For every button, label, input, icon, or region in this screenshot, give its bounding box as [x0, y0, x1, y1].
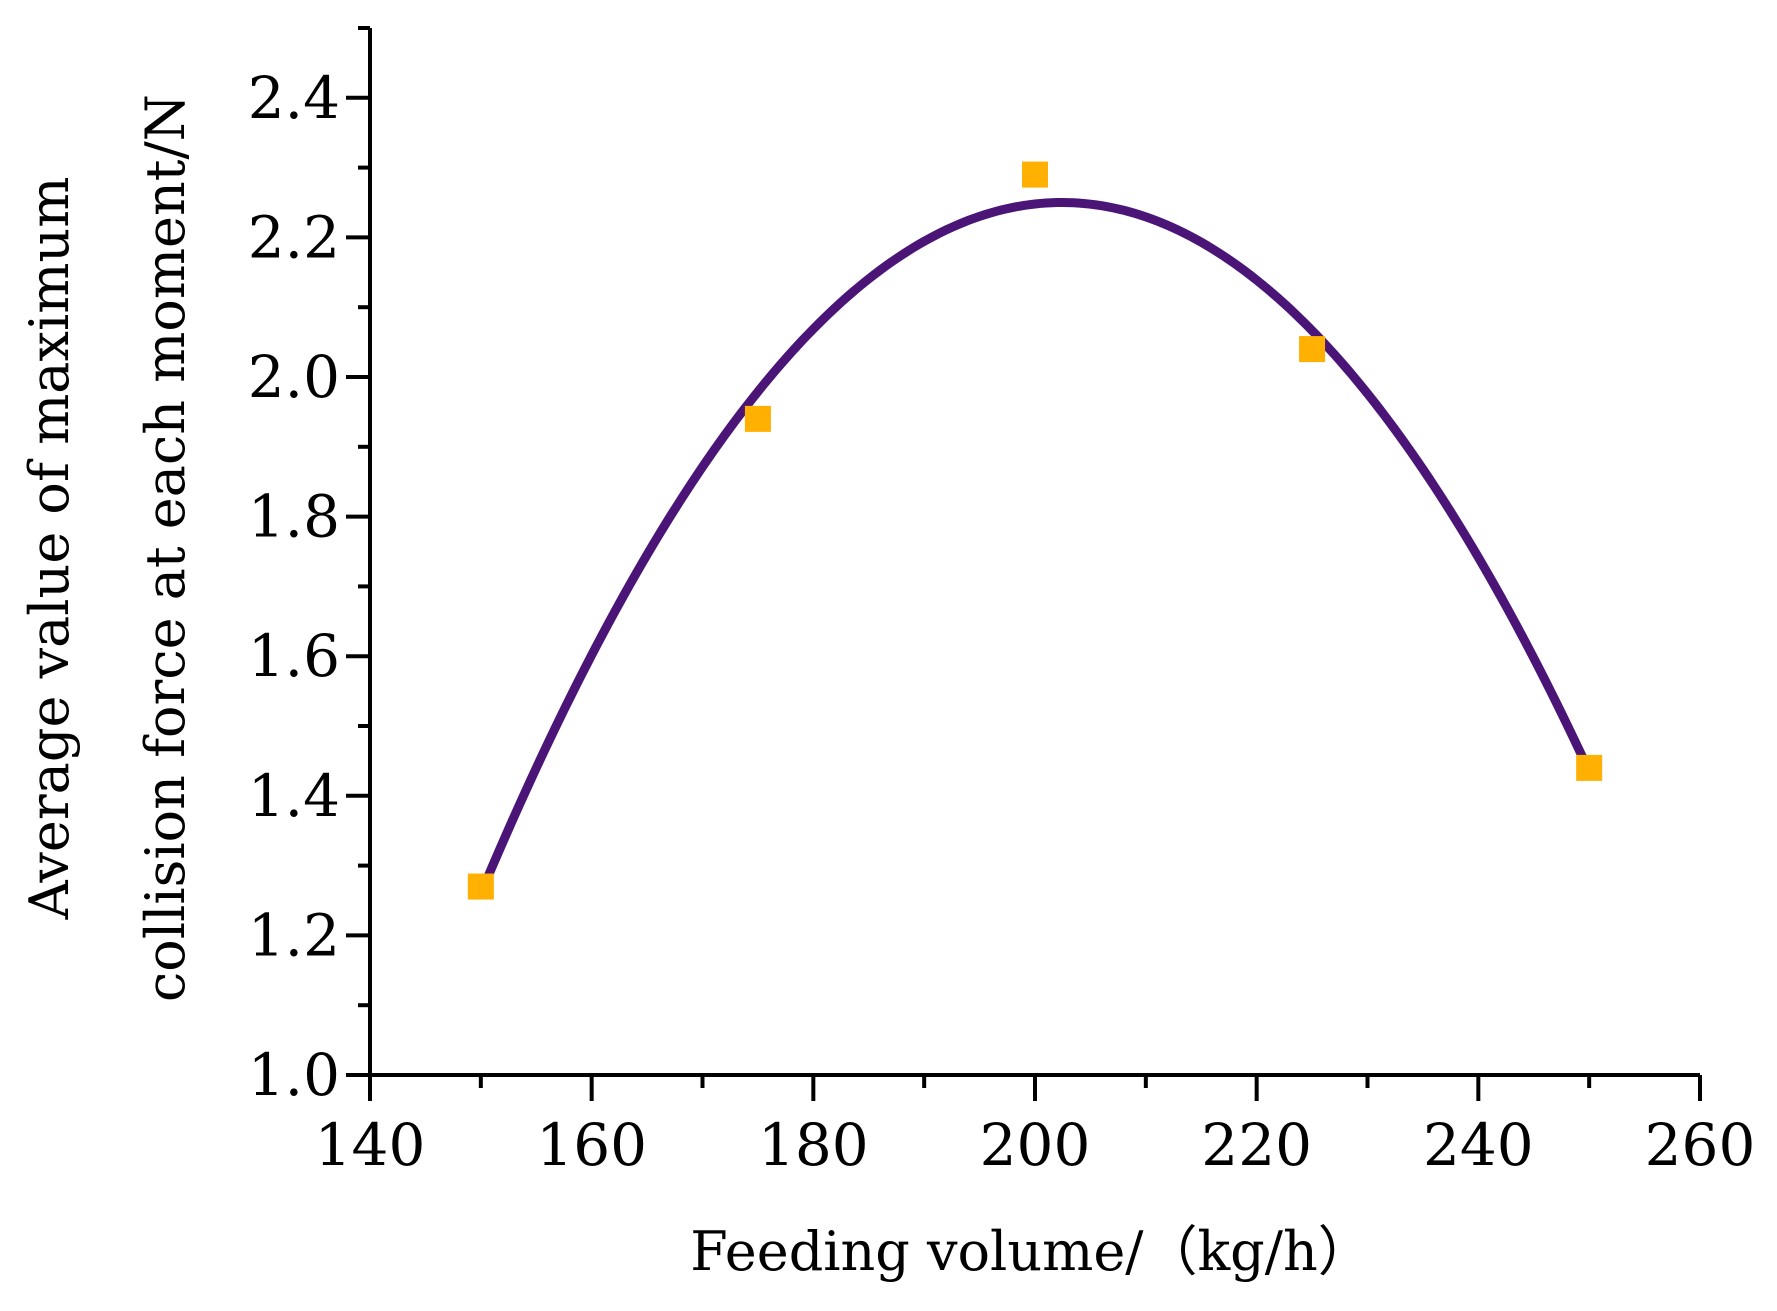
y-tick-label: 1.6: [248, 622, 340, 690]
y-tick-label: 1.4: [248, 762, 340, 830]
y-tick-label: 2.0: [248, 343, 340, 411]
x-tick-label: 240: [1423, 1111, 1534, 1179]
data-point: [1022, 161, 1048, 188]
data-point: [467, 873, 494, 900]
x-tick-label: 140: [315, 1111, 426, 1179]
data-point: [744, 405, 771, 432]
y-tick-label: 1.0: [248, 1041, 340, 1109]
x-tick-label: 220: [1201, 1111, 1312, 1179]
y-tick-label: 2.2: [248, 203, 340, 271]
x-tick-label: 260: [1645, 1111, 1756, 1179]
x-axis-title: Feeding volume/（kg/h）: [690, 1220, 1371, 1283]
y-axis-title-line-1: Average value of maximum: [18, 177, 81, 921]
y-tick-label: 1.2: [248, 901, 340, 969]
y-tick-label: 2.4: [248, 64, 340, 132]
x-tick-label: 200: [980, 1111, 1091, 1179]
y-axis-title-line-2: collision force at each moment/N: [134, 94, 197, 1002]
data-point: [1299, 336, 1326, 363]
fit-layer: [476, 197, 1594, 899]
ticks: 140 160 180 200 220 240 260 1.0 1.2 1.4 1.6 1.8 2.0 2…: [248, 26, 1756, 1179]
x-tick-label: 180: [758, 1111, 869, 1179]
x-tick-label: 160: [536, 1111, 647, 1179]
y-tick-label: 1.8: [248, 483, 340, 551]
fit-curve: [476, 197, 1594, 899]
data-point: [1576, 754, 1603, 781]
points-layer: [467, 161, 1603, 900]
